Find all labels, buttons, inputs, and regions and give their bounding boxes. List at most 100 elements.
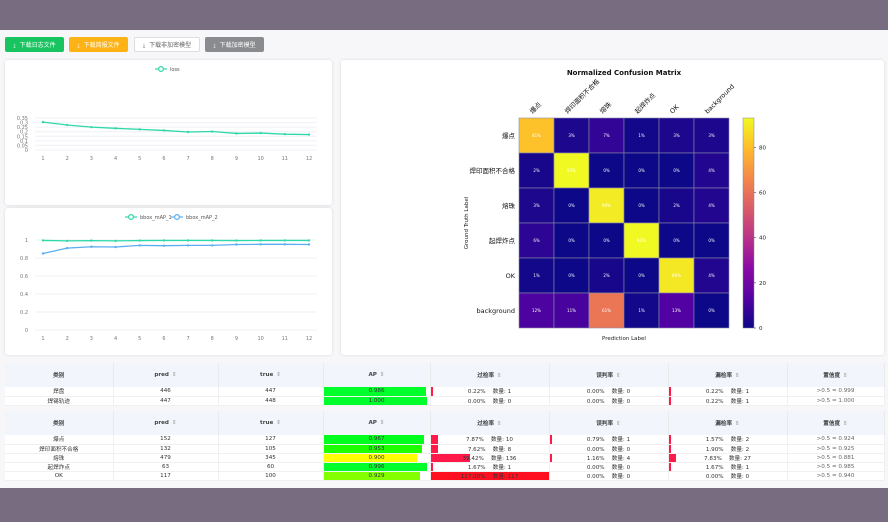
class-cell: 起焊炸点 [5, 462, 114, 473]
cell-value: 93% [567, 168, 576, 173]
sort-icon[interactable]: ⇕ [276, 420, 281, 426]
sort-icon[interactable]: ⇕ [616, 421, 621, 427]
sort-icon[interactable]: ⇕ [276, 372, 281, 378]
matrix-cell [588, 187, 625, 224]
rate-value: 0.22% [705, 398, 724, 405]
download-button-1[interactable]: ⤓ 下载简报文件 [69, 37, 128, 52]
cell-value: 81% [532, 133, 541, 138]
matrix-cell [693, 117, 730, 154]
data-point [186, 130, 190, 134]
rate-bar [430, 435, 439, 444]
true-cell: 127 [218, 435, 324, 445]
ap-value: 0.929 [368, 473, 385, 480]
x-tick-label: 5 [138, 156, 141, 162]
matrix-cell [623, 152, 660, 189]
pred-cell: 152 [113, 435, 219, 445]
sort-icon[interactable]: ⇕ [616, 373, 621, 379]
column-header[interactable]: 误判率 ⇕ [549, 363, 669, 387]
data-point [138, 128, 141, 131]
column-header[interactable]: pred ⇕ [113, 411, 219, 435]
class-cell: 焊锡轨迹 [5, 396, 114, 406]
colorbar-tick-label: 20 [759, 281, 766, 287]
rate-value: 1.67% [467, 465, 486, 472]
sort-icon[interactable]: ⇕ [497, 373, 502, 379]
download-button-0[interactable]: ⤓ 下载日志文件 [5, 37, 64, 52]
true-cell: 447 [218, 387, 324, 397]
column-header[interactable]: AP ⇕ [323, 363, 431, 387]
matrix-cell [693, 187, 730, 224]
y-axis-label: Ground Truth Label [464, 196, 470, 249]
rate-value: 0.00% [586, 389, 605, 396]
matrix-cell [623, 292, 660, 329]
count-value: 117 [507, 474, 519, 481]
sort-icon[interactable]: ⇕ [171, 372, 177, 378]
data-point [65, 123, 69, 127]
column-header[interactable]: pred ⇕ [113, 363, 219, 387]
cell-value: 4% [708, 168, 715, 173]
column-header[interactable]: true ⇕ [218, 411, 324, 435]
cell-value: 2% [603, 273, 610, 278]
bottom-bar [0, 488, 888, 522]
count-value: 0 [626, 446, 631, 453]
sort-icon[interactable]: ⇕ [735, 373, 740, 379]
data-point [41, 239, 45, 242]
column-header[interactable]: 过检率 ⇕ [430, 363, 550, 387]
column-header[interactable]: 漏检率 ⇕ [668, 411, 788, 435]
download-button-3[interactable]: ⤓ 下载加密模型 [205, 37, 264, 52]
sort-icon[interactable]: ⇕ [843, 373, 848, 379]
rate-bar [668, 435, 671, 444]
sort-icon[interactable]: ⇕ [379, 420, 385, 426]
column-header[interactable]: 置信度 ⇕ [787, 411, 885, 435]
confidence-cell: >0.5 = 0.940 [787, 471, 885, 482]
ap-bar [323, 472, 420, 481]
column-header[interactable]: 置信度 ⇕ [787, 363, 885, 387]
cell-value: 11% [567, 308, 576, 313]
rate-value: 0.00% [586, 474, 605, 481]
sort-icon[interactable]: ⇕ [171, 420, 177, 426]
rate-value: 0.22% [705, 389, 724, 396]
rate-bar [430, 444, 439, 453]
confidence-cell: >0.5 = 1.000 [787, 396, 885, 406]
column-header[interactable]: 漏检率 ⇕ [668, 363, 788, 387]
ap-bar [323, 453, 417, 463]
header-label: 置信度 [823, 421, 841, 427]
cell-value: 2% [673, 203, 680, 208]
data-point [90, 239, 93, 242]
pred-cell: 132 [113, 444, 219, 454]
ap-cell: 1.000 [323, 396, 431, 406]
sort-icon[interactable]: ⇕ [379, 372, 385, 378]
column-header[interactable]: 误判率 ⇕ [549, 411, 669, 435]
sort-icon[interactable]: ⇕ [735, 421, 740, 427]
data-point [283, 243, 287, 246]
count-label: 数量: [490, 437, 505, 444]
true-cell: 60 [218, 462, 324, 473]
count-value: 0 [626, 474, 631, 481]
x-tick-label: 11 [282, 336, 288, 342]
class-cell: 焊盘 [5, 387, 114, 397]
count-label: 数量: [492, 446, 506, 453]
matrix-cell [623, 187, 660, 224]
legend-marker [127, 213, 134, 221]
x-tick-label: 7 [186, 156, 189, 162]
column-header[interactable]: AP ⇕ [323, 411, 431, 435]
y-tick-label: 0.3 [20, 121, 28, 127]
matrix-cell [658, 222, 695, 259]
download-button-2[interactable]: ⤓ 下载非加密模型 [134, 37, 200, 52]
count-value: 1 [745, 465, 750, 472]
series-line [42, 243, 310, 255]
column-label: 爆点 [528, 100, 544, 116]
x-tick-label: 11 [282, 156, 288, 162]
data-point [114, 127, 117, 130]
header-label: true [260, 420, 274, 426]
x-tick-label: 4 [114, 336, 117, 342]
ap-cell: 0.953 [323, 444, 431, 454]
sort-icon[interactable]: ⇕ [497, 421, 502, 427]
sort-icon[interactable]: ⇕ [843, 421, 848, 427]
table-row: 爆点 152 127 0.967 7.87% 数量: 10 0.79% 数量: 1… [5, 435, 885, 445]
chart-title: Normalized Confusion Matrix [567, 69, 682, 77]
rate-bar [430, 453, 471, 463]
y-tick-label: 0.05 [17, 143, 28, 149]
column-header[interactable]: true ⇕ [218, 363, 324, 387]
matrix-cell [588, 222, 625, 259]
column-header[interactable]: 过检率 ⇕ [430, 411, 550, 435]
